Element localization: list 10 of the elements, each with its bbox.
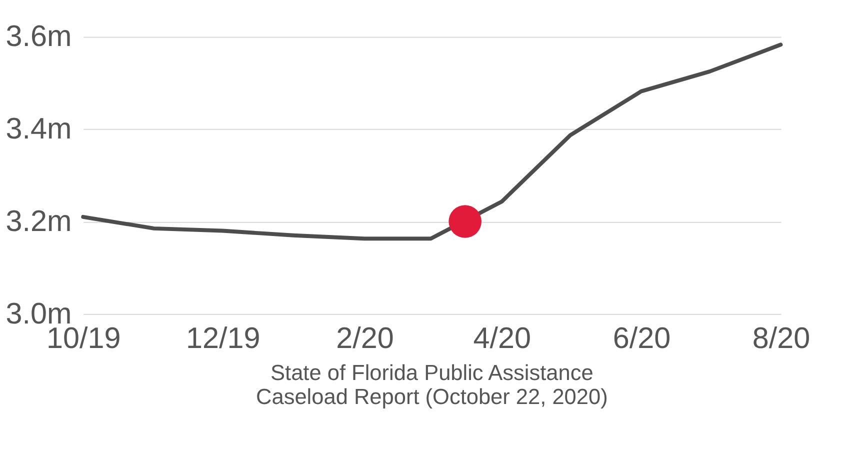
x-tick-label: 12/19 [186,322,260,356]
text: State of Florida Public Assistance Caseload Report (October 22, 2020) [256,360,608,409]
x-tick-label: 8/20 [752,322,810,356]
x-tick-label: 4/20 [473,322,532,356]
y-tick-label: 3.6m [6,20,72,54]
y-tick-label: 3.2m [6,204,72,238]
x-tick-label: 6/20 [612,322,671,356]
x-tick-label: 2/20 [336,322,394,356]
line-series [81,42,783,241]
y-tick-label: 3.4m [6,112,72,146]
